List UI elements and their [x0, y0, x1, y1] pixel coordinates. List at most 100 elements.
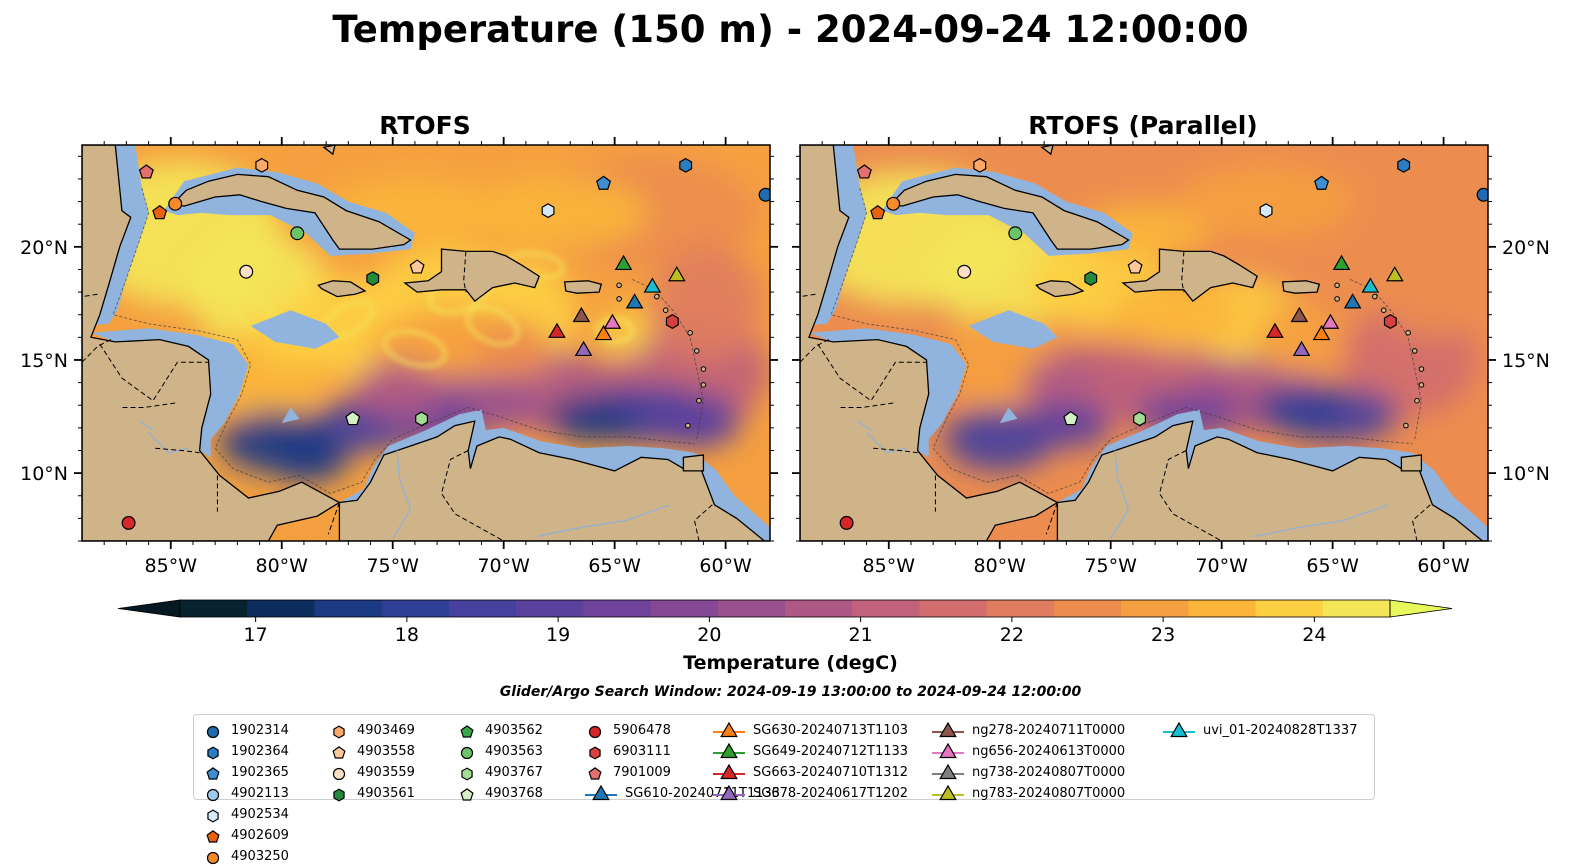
colorbar-bin [1255, 600, 1324, 617]
colorbar-bin [650, 600, 719, 617]
legend-marker [589, 745, 601, 760]
marker-4903563 [290, 226, 305, 241]
marker-1902365 [596, 175, 612, 190]
legend-marker-icon [333, 787, 345, 802]
island [616, 296, 622, 302]
colorbar-bin [785, 600, 853, 617]
island [616, 282, 622, 289]
marker-4903767 [415, 411, 429, 427]
marker-ng783-20240807T0000 [1385, 266, 1404, 282]
river [1110, 450, 1130, 540]
legend-marker [939, 721, 957, 737]
cuba-land [171, 173, 412, 250]
shelf-water [250, 310, 340, 349]
legend-label: ng783-20240807T0000 [972, 786, 1126, 801]
legend-marker [461, 766, 473, 781]
lon-tick-label: 70°W [477, 555, 530, 577]
country-border [1158, 450, 1222, 541]
legend-marker [588, 725, 602, 738]
legend-marker [207, 808, 219, 823]
marker-ng278-20240711T0000 [572, 306, 591, 323]
marker-SG630-20240713T1103 [1312, 324, 1331, 341]
legend-label: 7901009 [613, 765, 671, 780]
colorbar-tick-label: 19 [546, 624, 570, 646]
legend-marker-icon [206, 766, 220, 780]
legend-item: 4903563 [455, 741, 543, 762]
legend-marker [206, 725, 220, 738]
marker-SG610-20240711T1133 [625, 293, 644, 309]
search-window-caption: Glider/Argo Search Window: 2024-09-19 13… [499, 684, 1082, 700]
legend-marker-icon [588, 725, 602, 738]
legend-label: SG678-20240617T1202 [753, 786, 909, 801]
marker-ng656-20240613T0000 [603, 313, 622, 329]
colorbar-bin [448, 600, 517, 617]
legend-marker-icon [206, 725, 220, 738]
legend-marker-icon [332, 767, 346, 780]
country-border [99, 343, 209, 402]
figure-title: Temperature (150 m) - 2024-09-24 12:00:0… [332, 8, 1249, 51]
marker-4903563 [1008, 226, 1023, 241]
marker-ng656-20240613T0000 [1321, 313, 1340, 329]
marker-4903768 [345, 410, 361, 426]
colorbar-tick-label: 18 [395, 624, 419, 646]
legend-item: uvi_01-20240828T1337 [1161, 720, 1357, 741]
legend-label: SG663-20240710T1312 [753, 765, 909, 780]
bahamas-land [1040, 145, 1054, 156]
legend-marker-icon [932, 784, 964, 800]
colorbar-extend-low [117, 599, 181, 618]
colorbar-bin [919, 600, 988, 617]
legend-marker-icon [588, 766, 602, 780]
legend-marker-icon [932, 742, 964, 758]
legend-item: 4903768 [455, 783, 543, 804]
lon-tick-label: 65°W [1306, 555, 1359, 577]
legend-item: ng656-20240613T0000 [930, 741, 1125, 762]
marker-SG663-20240710T1312 [1266, 322, 1284, 338]
lon-tick-label: 85°W [863, 555, 916, 577]
hispaniola-land [1121, 248, 1259, 303]
lon-tick-label: 75°W [366, 555, 419, 577]
island [1334, 296, 1340, 302]
colorbar-tick-label: 21 [849, 624, 873, 646]
country-border [463, 251, 467, 293]
legend-marker [460, 787, 474, 801]
legend-item: 1902364 [201, 741, 289, 762]
marker-SG678-20240617T1202 [574, 340, 593, 357]
colorbar-bin [516, 600, 584, 617]
marker-1902364 [679, 157, 693, 173]
marker-5906478 [839, 515, 854, 530]
lon-tick-label: 70°W [1195, 555, 1248, 577]
lon-tick-label: 80°W [256, 555, 309, 577]
central-america-land [82, 145, 341, 541]
lat-tick-label: 20°N [1502, 237, 1550, 259]
island [700, 382, 707, 388]
south-america-land [338, 420, 770, 541]
lon-tick-label: 75°W [1084, 555, 1137, 577]
island [1372, 293, 1378, 300]
legend-marker-icon [461, 766, 473, 781]
legend-item: SG630-20240713T1103 [711, 720, 908, 741]
colorbar-bin [852, 600, 921, 617]
legend-marker [460, 746, 474, 759]
legend-marker [333, 787, 345, 802]
marker-7901009 [138, 164, 154, 179]
map-panel-rtofs: 85°W 80°W 75°W 70°W 65°W 60°W 10°N 15°N 20°N [20, 137, 778, 577]
island [662, 307, 669, 313]
legend-marker-icon [207, 745, 219, 760]
colorbar-bin [583, 600, 652, 617]
legend-label: 1902364 [231, 744, 289, 759]
marker-SG610-20240711T1133 [1343, 293, 1362, 309]
island [693, 348, 700, 354]
country-border [119, 402, 176, 408]
legend-label: 1902365 [231, 765, 289, 780]
legend-marker [939, 763, 957, 779]
island [1334, 282, 1340, 289]
marker-SG649-20240712T1133 [614, 254, 633, 271]
legend-marker-icon [206, 788, 220, 801]
lat-tick-label: 20°N [20, 237, 68, 259]
legend-item: 4902534 [201, 804, 289, 825]
cuba-land [889, 173, 1130, 250]
legend-marker [720, 742, 738, 758]
legend-item: ng278-20240711T0000 [930, 720, 1125, 741]
legend-item: SG610-20240711T1133 [583, 783, 780, 804]
legend-marker-icon [713, 721, 745, 737]
